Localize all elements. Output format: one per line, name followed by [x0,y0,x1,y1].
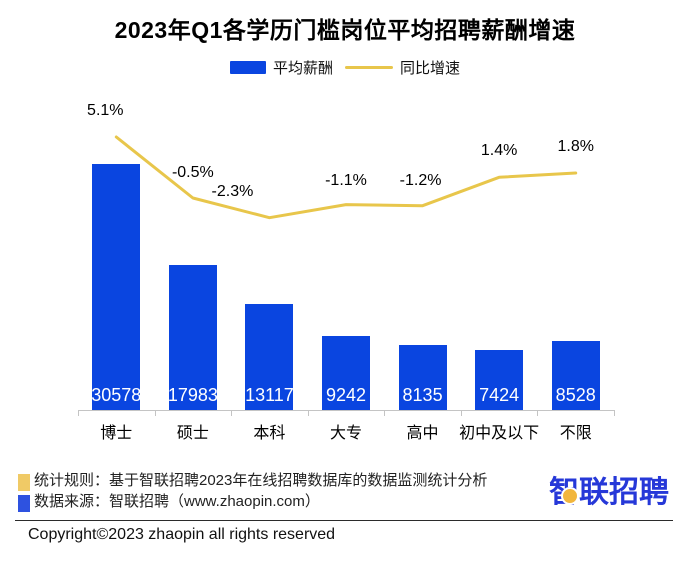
x-axis-tick [537,410,539,416]
bar-value-label: 9242 [325,385,367,405]
yoy-point-label: -1.1% [325,171,367,189]
bar [551,341,600,410]
yoy-point-label: 5.1% [87,102,124,119]
bar-value-label: 17983 [167,385,218,405]
bar-value-label: 30578 [91,385,142,405]
legend-label: 平均薪酬 [272,60,333,77]
data-source-text: 数据来源：智联招聘（www.zhaopin.com） [34,493,320,510]
x-axis-label: 大专 [329,425,362,442]
bar [245,304,294,410]
zhaopin-logo-dot-icon [561,487,579,505]
line-series-swatch-icon [345,66,393,69]
x-axis-tick [78,410,79,416]
chart-legend: 平均薪酬 同比增速 [0,57,690,78]
legend-label: 同比增速 [400,60,461,77]
bar-value-label: 8528 [555,385,596,405]
stat-rule-marker-icon [18,474,30,491]
yoy-point-label: -0.5% [171,164,214,182]
bar [398,344,447,410]
x-axis-tick [154,410,156,416]
x-axis-label: 初中及以下 [459,425,540,442]
bar-series-swatch-icon [229,61,266,74]
yoy-point-label: 1.8% [557,137,594,155]
x-axis-label: 高中 [406,425,439,442]
x-axis-tick [460,410,462,416]
x-axis-label: 硕士 [176,425,209,442]
x-axis-line [78,410,614,411]
legend-item-avg-salary: 平均薪酬 [229,57,333,78]
bar [168,265,217,410]
x-axis-label: 不限 [559,425,592,442]
x-axis-tick [307,410,309,416]
yoy-point-label: 1.4% [480,142,518,160]
yoy-point-label: -1.2% [399,171,442,189]
bar-value-label: 13117 [245,385,294,405]
zhaopin-logo: 智联招聘 [549,475,679,515]
bar-value-label: 7424 [479,385,520,405]
legend-item-yoy-growth: 同比增速 [345,57,460,78]
chart-title: 2023年Q1各学历门槛岗位平均招聘薪酬增速 [114,17,576,43]
x-axis-tick [613,410,615,416]
copyright-text: Copyright©2023 zhaopin all rights reserv… [28,526,336,543]
data-source-marker-icon [18,495,30,512]
stat-rule-text: 统计规则：基于智联招聘2023年在线招聘数据库的数据监测统计分析 [34,472,488,489]
bar [475,350,524,410]
x-axis-label: 博士 [100,425,133,442]
yoy-point-label: -2.3% [211,182,254,200]
bar-value-label: 8135 [402,385,443,405]
x-axis-tick [231,410,233,416]
bar [92,164,141,410]
footer-divider [15,520,673,521]
bar [321,335,370,410]
x-axis-tick [384,410,386,416]
x-axis-label: 本科 [253,425,286,442]
